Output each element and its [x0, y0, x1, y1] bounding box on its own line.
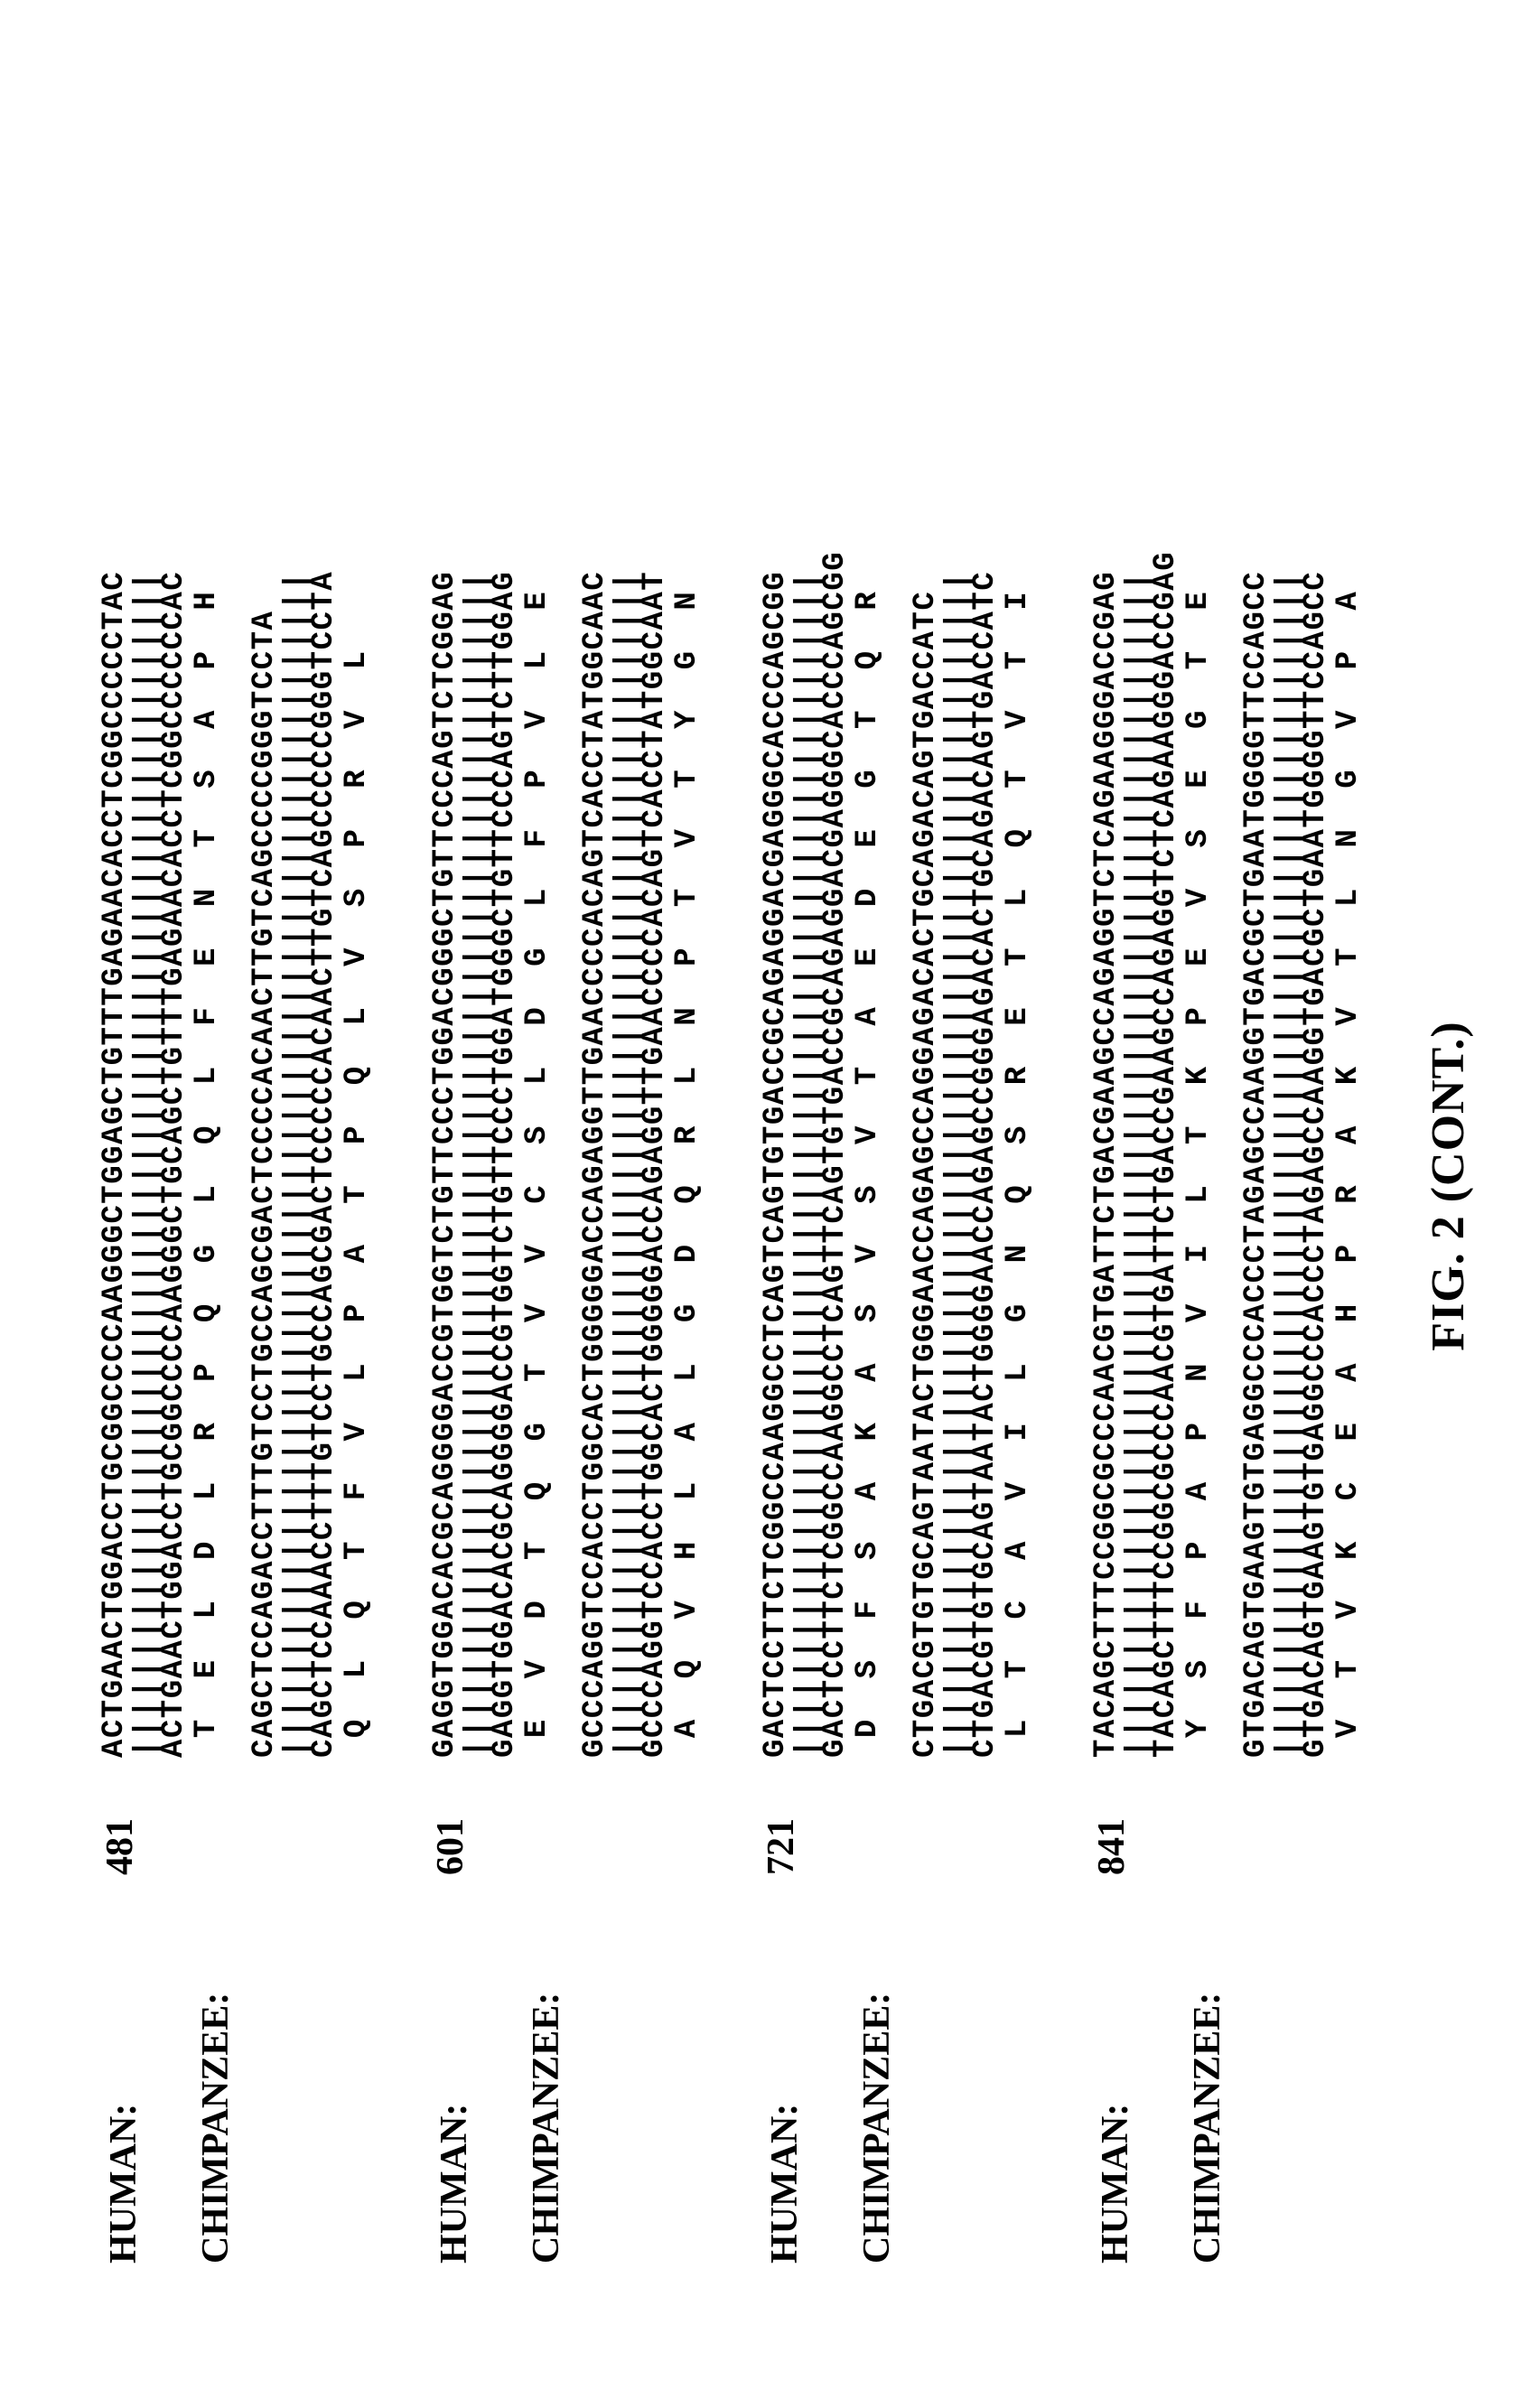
alignment-block: HUMAN:CHIMPANZEE:841TACAGCTTTCCGGCGCCCAA…	[1091, 108, 1366, 2264]
amino-acid-row: V T V K C E A H P R A K V T L N G V P A	[1333, 108, 1366, 1758]
label-chimp: CHIMPANZEE:	[197, 1875, 235, 2264]
label-human: HUMAN:	[1097, 1875, 1134, 2264]
chimp-sequence: GAGGTGGACACGCAGGGGACCGTGGTCTGTTCCCTGGATG…	[490, 108, 522, 1758]
sequence-column: GACTCCTTCTCGGCCAAGGCCTCAGTCAGTGTGACCGCAG…	[761, 108, 1035, 1758]
chimp-sequence: GCCCAGGTCCACCTGGCACTGGGGGACCAGAGGTTGAACC…	[639, 108, 672, 1758]
alignment-block: HUMAN:CHIMPANZEE:721GACTCCTTCTCGGCCAAGGC…	[761, 108, 1035, 2264]
amino-acid-row: T E L D L R P Q G L Q L F E N T S A P H	[191, 108, 224, 1758]
position-number: 721	[761, 1758, 800, 1875]
figure-caption: FIG. 2 (CONT.)	[1422, 108, 1475, 2264]
alignment-ticks: ||||||||||||||||||||||||||||||||||||||||…	[943, 108, 970, 1758]
alignment-ticks: ||||||||||||||||||||||||||||||||||||||||…	[132, 108, 159, 1758]
amino-acid-row: L T C A V I L G N Q S R E T L Q T V T I	[1003, 108, 1035, 1758]
alignment-ticks: ||||||||||||||||||||||||||||||||||||||||…	[793, 108, 820, 1758]
human-sequence: GCCCAGGTCCACCTGGCACTGGGGGACCAGAGGTTGAACC…	[580, 108, 612, 1758]
alignment-container: HUMAN:CHIMPANZEE:481ACTGAACTGGACCTGCGGCC…	[99, 108, 1366, 2264]
alignment-ticks: ||||||||||||||||||||||||||||||||||||||||…	[1124, 108, 1151, 1758]
label-column: HUMAN: CHIMPANZEE:	[430, 1875, 565, 2264]
label-human: HUMAN:	[105, 1875, 143, 2264]
human-sequence: GTGACAGTGAAGTGTGAGGCCCACCCTAGAGCCAAGGTGA…	[1241, 108, 1274, 1758]
label-column: HUMAN: CHIMPANZEE:	[1091, 1875, 1227, 2264]
human-sequence: GACTCCTTCTCGGCCAAGGCCTCAGTCAGTGTGACCGCAG…	[761, 108, 793, 1758]
position-number: 481	[99, 1758, 139, 1875]
chimp-sequence: CTGACGTGTGCAGTAATACTGGGGAACCAGAGCCGGGAGA…	[970, 108, 1003, 1758]
amino-acid-row: Q L Q T F V L P A T P Q L V S P R V L	[341, 108, 374, 1758]
label-chimp: CHIMPANZEE:	[858, 1875, 896, 2264]
amino-acid-row: A Q V H L A L G D Q R L N P T V T Y G N	[672, 108, 705, 1758]
human-sequence: GAGGTGGACACGCAGGGGACCGTGGTCTGTTCCCTGGACG…	[430, 108, 462, 1758]
amino-acid-row: D S F S A K A S V S V T A E D E G T Q R	[853, 108, 885, 1758]
chimp-sequence: TACAGCTTTCCGGCGCCCAACGTGATTCTGACCGAAGCCA…	[1151, 108, 1183, 1758]
page: HUMAN:CHIMPANZEE:481ACTGAACTGGACCTGCGGCC…	[0, 0, 1540, 2390]
position-number: 841	[1091, 1758, 1131, 1875]
label-chimp: CHIMPANZEE:	[527, 1875, 565, 2264]
rotated-content: HUMAN:CHIMPANZEE:481ACTGAACTGGACCTGCGGCC…	[0, 0, 1540, 2390]
alignment-ticks: ||||||||||||||||||||||||||||||||||||||||…	[612, 108, 639, 1758]
label-human: HUMAN:	[766, 1875, 804, 2264]
label-chimp: CHIMPANZEE:	[1189, 1875, 1227, 2264]
alignment-ticks: ||||||||||||||||||||||||||||||||||||||||…	[1274, 108, 1301, 1758]
alignment-block: HUMAN:CHIMPANZEE:601GAGGTGGACACGCAGGGGAC…	[430, 108, 705, 2264]
label-human: HUMAN:	[435, 1875, 473, 2264]
alignment-ticks: ||||||||||||||||||||||||||||||||||||||||…	[462, 108, 490, 1758]
human-sequence: CAGCTCCAGACCTTTGTCCTGCCAGCGACTCCCCACAACT…	[249, 108, 282, 1758]
label-column: HUMAN: CHIMPANZEE:	[761, 1875, 896, 2264]
amino-acid-row: E V D T Q G T V V C S L D G L F P V L E	[522, 108, 555, 1758]
position-number: 601	[430, 1758, 470, 1875]
chimp-sequence: ACTGAACTGGACCTGCGGCCCCAAGGGCTGCAGCTGTTTG…	[159, 108, 191, 1758]
human-sequence: ACTGAACTGGACCTGCGGCCCCAAGGGCTGGAGCTGTTTG…	[99, 108, 132, 1758]
chimp-sequence: GTGACAGTGAAGTGTGAGGCCCACCCTAGAGCCAAGGTGA…	[1301, 108, 1333, 1758]
amino-acid-row: Y S F P A P N V I L T K P E V S E G T E	[1183, 108, 1216, 1758]
chimp-sequence: GACTCCTTCTCGGCCAAGGCCTCAGTTCAGTGTGACCGCA…	[820, 108, 853, 1758]
sequence-column: GAGGTGGACACGCAGGGGACCGTGGTCTGTTCCCTGGACG…	[430, 108, 705, 1758]
human-sequence: CTGACGTGTGCAGTAATACTGGGAACCAGAGCCAGGAGAC…	[910, 108, 943, 1758]
sequence-column: TACAGCTTTCCGGCGCCCAACGTGATTCTGACGAAGCCAG…	[1091, 108, 1366, 1758]
human-sequence: TACAGCTTTCCGGCGCCCAACGTGATTCTGACGAAGCCAG…	[1091, 108, 1124, 1758]
chimp-sequence: CAGCTCCAAACCTTTGTCCTGCCAGCGACTCCCCCACAAC…	[309, 108, 341, 1758]
alignment-ticks: ||||||||||||||||||||||||||||||||||||||||…	[282, 108, 309, 1758]
alignment-block: HUMAN:CHIMPANZEE:481ACTGAACTGGACCTGCGGCC…	[99, 108, 374, 2264]
sequence-column: ACTGAACTGGACCTGCGGCCCCAAGGGCTGGAGCTGTTTG…	[99, 108, 374, 1758]
label-column: HUMAN: CHIMPANZEE:	[99, 1875, 235, 2264]
